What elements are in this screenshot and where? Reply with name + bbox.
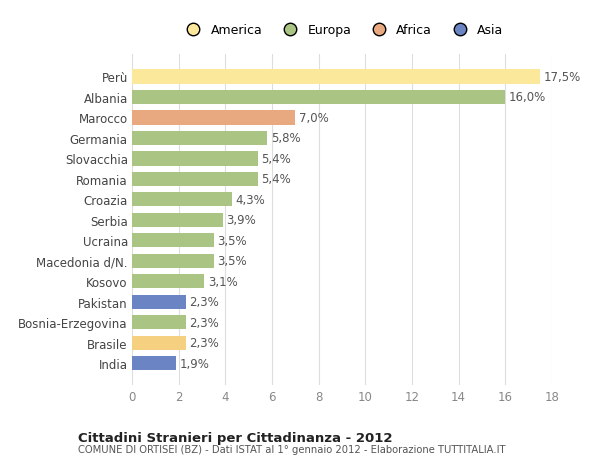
Bar	[132, 336, 185, 350]
Bar	[132, 131, 268, 146]
Bar	[132, 193, 232, 207]
Bar	[132, 213, 223, 228]
Text: 3,5%: 3,5%	[217, 255, 247, 268]
Text: 3,5%: 3,5%	[217, 234, 247, 247]
Text: 4,3%: 4,3%	[236, 193, 266, 207]
Bar	[132, 356, 176, 370]
Text: 5,8%: 5,8%	[271, 132, 301, 145]
Text: 3,9%: 3,9%	[227, 214, 256, 227]
Text: 3,1%: 3,1%	[208, 275, 238, 288]
Bar	[132, 90, 505, 105]
Text: 16,0%: 16,0%	[509, 91, 546, 104]
Text: 5,4%: 5,4%	[262, 173, 291, 186]
Bar	[132, 254, 214, 269]
Bar	[132, 172, 258, 187]
Bar	[132, 315, 185, 330]
Text: 2,3%: 2,3%	[189, 336, 219, 349]
Bar	[132, 70, 541, 84]
Text: 1,9%: 1,9%	[180, 357, 210, 370]
Text: COMUNE DI ORTISEI (BZ) - Dati ISTAT al 1° gennaio 2012 - Elaborazione TUTTITALIA: COMUNE DI ORTISEI (BZ) - Dati ISTAT al 1…	[78, 444, 505, 454]
Text: 17,5%: 17,5%	[544, 71, 581, 84]
Text: Cittadini Stranieri per Cittadinanza - 2012: Cittadini Stranieri per Cittadinanza - 2…	[78, 431, 392, 444]
Bar	[132, 111, 295, 125]
Bar	[132, 274, 205, 289]
Bar	[132, 234, 214, 248]
Legend: America, Europa, Africa, Asia: America, Europa, Africa, Asia	[178, 22, 506, 39]
Text: 5,4%: 5,4%	[262, 152, 291, 166]
Text: 2,3%: 2,3%	[189, 316, 219, 329]
Bar	[132, 152, 258, 166]
Text: 2,3%: 2,3%	[189, 296, 219, 308]
Text: 7,0%: 7,0%	[299, 112, 329, 124]
Bar	[132, 295, 185, 309]
